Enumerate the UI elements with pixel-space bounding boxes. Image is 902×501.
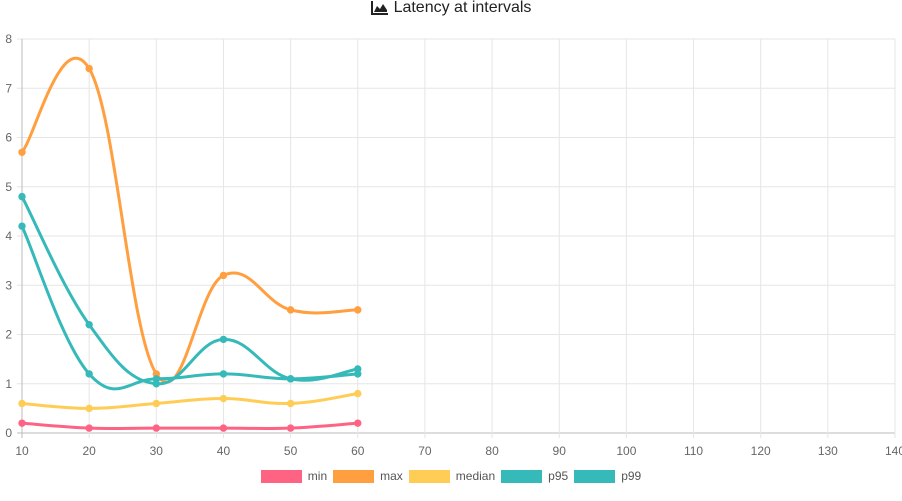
- legend-label: median: [455, 469, 496, 484]
- y-axis: 0 1 2 3 4 5 6 7 8: [5, 32, 12, 440]
- series-lines: [18, 56, 362, 432]
- legend-item-p99[interactable]: p99: [574, 468, 641, 483]
- x-tick-label: 80: [485, 444, 499, 458]
- x-axis: 10 20 30 40 50 60 70 80 90 100 110 120 130 140: [15, 444, 902, 458]
- data-point-min[interactable]: [286, 424, 295, 432]
- grid-lines: [17, 38, 896, 438]
- data-point-p95[interactable]: [85, 370, 93, 378]
- legend-item-max[interactable]: max: [333, 468, 403, 483]
- y-tick-label: 7: [5, 81, 12, 95]
- series-max: [18, 56, 362, 384]
- series-line-min: [21, 421, 358, 431]
- data-point-p99[interactable]: [286, 375, 295, 383]
- data-point-p99[interactable]: [85, 320, 93, 329]
- data-point-median[interactable]: [219, 394, 228, 403]
- legend-item-median[interactable]: median: [408, 468, 496, 484]
- data-point-p99[interactable]: [354, 365, 362, 373]
- data-point-min[interactable]: [152, 424, 161, 432]
- data-point-median[interactable]: [286, 399, 295, 408]
- legend-swatch: [574, 469, 616, 483]
- data-point-median[interactable]: [18, 399, 26, 408]
- legend-label: p99: [621, 469, 642, 484]
- chart-title: Latency at intervals: [393, 0, 532, 16]
- y-tick-label: 4: [5, 229, 12, 243]
- x-tick-label: 140: [885, 444, 902, 458]
- x-tick-label: 110: [684, 444, 703, 458]
- x-tick-label: 90: [553, 444, 567, 458]
- legend-item-min[interactable]: min: [260, 468, 328, 484]
- legend-label: min: [307, 469, 328, 484]
- series-min: [18, 419, 362, 432]
- y-tick-label: 0: [5, 426, 12, 440]
- x-tick-label: 30: [150, 444, 164, 458]
- y-tick-label: 3: [5, 278, 12, 292]
- legend-swatch: [408, 469, 450, 483]
- y-tick-label: 1: [5, 377, 12, 391]
- data-point-p99[interactable]: [152, 380, 161, 388]
- series-p99: [18, 192, 362, 388]
- data-point-max[interactable]: [354, 306, 362, 314]
- data-point-max[interactable]: [219, 271, 228, 280]
- data-point-min[interactable]: [354, 419, 362, 427]
- series-line-median: [21, 392, 358, 410]
- data-point-max[interactable]: [286, 306, 295, 314]
- x-tick-label: 10: [15, 444, 29, 458]
- legend: min max median p95 p99: [0, 468, 902, 483]
- x-tick-label: 60: [351, 444, 365, 458]
- legend-label: p95: [548, 469, 569, 484]
- x-tick-label: 50: [284, 444, 298, 458]
- y-tick-label: 8: [5, 32, 12, 46]
- data-point-p99[interactable]: [18, 192, 26, 201]
- x-tick-label: 70: [418, 444, 432, 458]
- data-point-max[interactable]: [85, 64, 93, 73]
- x-tick-label: 120: [751, 444, 771, 458]
- legend-swatch: [260, 469, 302, 483]
- data-point-min[interactable]: [85, 424, 93, 432]
- y-tick-label: 6: [5, 131, 12, 145]
- data-point-p95[interactable]: [219, 370, 228, 378]
- legend-label: max: [380, 469, 403, 484]
- legend-swatch: [333, 469, 375, 483]
- series-median: [18, 389, 362, 413]
- y-tick-label: 2: [5, 328, 12, 342]
- x-tick-label: 40: [217, 444, 231, 458]
- data-point-max[interactable]: [18, 148, 26, 156]
- legend-swatch: [501, 469, 543, 483]
- data-point-min[interactable]: [219, 424, 228, 432]
- legend-item-p95[interactable]: p95: [501, 468, 568, 483]
- data-point-median[interactable]: [152, 399, 161, 408]
- data-point-median[interactable]: [85, 404, 93, 413]
- series-line-p99: [20, 195, 359, 386]
- x-tick-label: 100: [616, 444, 636, 458]
- chart-title-wrap: Latency at intervals: [0, 0, 902, 18]
- data-point-p95[interactable]: [18, 222, 26, 230]
- data-point-min[interactable]: [18, 419, 26, 427]
- area-chart-icon: [370, 0, 389, 19]
- data-point-median[interactable]: [354, 389, 362, 398]
- x-tick-label: 20: [82, 444, 96, 458]
- y-tick-label: 5: [5, 180, 12, 194]
- data-point-p99[interactable]: [219, 335, 228, 344]
- x-tick-label: 130: [818, 444, 838, 458]
- series-line-max: [20, 56, 358, 384]
